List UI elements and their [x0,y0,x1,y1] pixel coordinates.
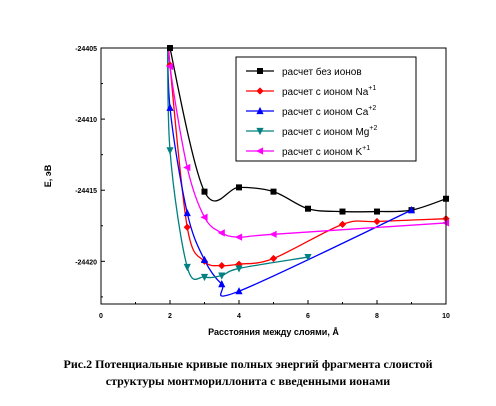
data-point-0 [201,188,208,195]
y-tick-label: -24415 [75,188,97,195]
legend-entry-label: расчет с ионом Na+1 [282,85,376,98]
data-point-2 [218,279,226,288]
data-point-1 [218,262,226,270]
data-point-3 [304,253,312,262]
legend-entry-label: расчет с ионом Mg+2 [282,125,377,138]
legend-box [235,56,417,162]
data-point-1 [338,220,347,228]
axis-ticks: 0 2 4 6 8 10 -24405 -24410 -24415 -24420 [75,46,450,320]
x-tick-label: 2 [168,313,172,320]
legend-entry-label: расчет с ионом K+1 [282,145,370,158]
data-point-4 [269,230,277,238]
data-point-2 [235,287,243,295]
y-tick-label: -24410 [75,117,97,124]
legend-entry-charge: +2 [368,105,376,112]
data-point-1 [269,254,278,263]
data-point-3 [235,265,243,273]
data-point-0 [236,184,242,191]
y-axis-label: E, эВ [43,164,53,187]
x-tick-label: 10 [442,313,450,320]
x-tick-label: 4 [237,313,241,320]
data-point-0 [339,208,346,215]
legend-marker [256,106,264,115]
data-point-1 [373,217,381,226]
data-point-2 [200,255,209,264]
series-line-0 [169,48,446,213]
data-point-2 [407,206,416,214]
data-point-4 [200,213,208,221]
data-point-1 [183,223,191,231]
legend-marker [255,147,264,155]
x-tick-label: 8 [375,313,379,320]
data-point-3 [218,272,226,280]
x-axis-label: Расстояния между слоями, Å [208,327,339,337]
legend-entry-charge: +2 [369,125,377,132]
data-point-4 [183,163,191,172]
data-point-1 [235,260,243,268]
data-point-0 [270,188,277,195]
data-point-4 [165,62,174,71]
data-point-0 [374,208,380,215]
legend-marker [257,68,263,74]
legend-entry-charge: +1 [368,85,376,92]
legend-marker [256,127,264,136]
data-point-4 [234,233,243,241]
caption-line-2: структуры монтмориллонита с введенными и… [105,374,391,388]
data-point-4 [217,229,225,237]
series-line-1 [167,48,446,267]
data-point-2 [166,103,174,111]
data-point-3 [200,273,209,282]
x-tick-label: 6 [306,313,310,320]
legend-entry-label: расчет с ионом Ca+2 [282,105,376,118]
legend-entry-charge: +1 [362,145,370,152]
y-tick-label: -24405 [75,46,97,53]
figure-caption: Рис.2 Потенциальные кривые полных энерги… [0,356,496,390]
data-point-2 [183,208,191,217]
legend: расчет без ионов расчет с ионом Na+1 расче… [235,56,417,162]
data-point-3 [183,263,191,272]
chart: 0 2 4 6 8 10 -24405 -24410 -24415 -24420 Расстоян… [43,45,450,337]
data-point-3 [166,147,174,155]
caption-line-1: Рис.2 Потенциальные кривые полных энерги… [63,357,433,371]
data-point-0 [305,205,311,212]
legend-marker [256,87,264,95]
x-tick-label: 0 [99,313,103,320]
series-line-4 [167,48,446,238]
legend-entry-label: расчет без ионов [282,66,362,78]
y-tick-label: -24420 [75,259,97,266]
